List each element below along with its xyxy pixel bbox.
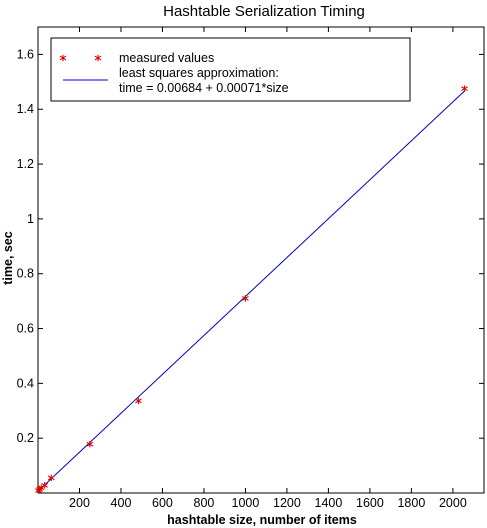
data-point xyxy=(135,397,142,405)
x-tick-label: 2000 xyxy=(439,496,467,510)
legend-star xyxy=(59,54,67,62)
x-tick-label: 1400 xyxy=(315,496,343,510)
x-tick-label: 1000 xyxy=(232,496,260,510)
x-tick-label: 600 xyxy=(152,496,173,510)
data-point xyxy=(86,441,94,448)
y-tick-label: 0.4 xyxy=(17,376,34,390)
x-tick-label: 1200 xyxy=(273,496,301,510)
data-point xyxy=(242,295,249,302)
y-tick-label: 0.6 xyxy=(17,322,34,336)
y-tick-label: 1.4 xyxy=(17,102,34,116)
data-point xyxy=(47,474,55,482)
legend-label-measured: measured values xyxy=(119,51,214,65)
y-tick-label: 1.2 xyxy=(17,157,34,171)
x-axis-ticks: 200 400 600 800 1000 1200 1400 1600 1800 2000 xyxy=(69,27,467,510)
y-tick-label: 0.8 xyxy=(17,267,34,281)
chart-title: Hashtable Serialization Timing xyxy=(163,3,365,20)
x-tick-label: 400 xyxy=(111,496,132,510)
legend-star xyxy=(94,54,102,62)
legend-box xyxy=(50,37,411,102)
y-axis-ticks: 0.2 0.4 0.6 0.8 1 1.2 1.4 1.6 xyxy=(17,47,484,445)
y-axis-label: time, sec xyxy=(1,231,15,285)
legend: measured values least squares approximat… xyxy=(50,37,411,102)
x-axis-label: hashtable size, number of items xyxy=(167,513,357,527)
x-tick-label: 1600 xyxy=(356,496,384,510)
y-tick-label: 1.6 xyxy=(17,47,34,61)
legend-marker-measured xyxy=(59,54,102,62)
measured-points-layer xyxy=(35,85,468,494)
x-tick-label: 1800 xyxy=(397,496,425,510)
fit-line-layer xyxy=(37,90,465,492)
data-point xyxy=(461,85,468,92)
plot-area xyxy=(37,26,485,494)
legend-label-fit: least squares approximation: xyxy=(119,66,279,80)
legend-label-equation: time = 0.00684 + 0.00071*size xyxy=(119,81,289,95)
y-tick-label: 0.2 xyxy=(17,431,34,445)
data-point xyxy=(41,482,48,489)
x-tick-label: 200 xyxy=(69,496,90,510)
x-tick-label: 800 xyxy=(194,496,215,510)
y-tick-label: 1 xyxy=(27,212,34,226)
fit-line xyxy=(37,90,465,492)
